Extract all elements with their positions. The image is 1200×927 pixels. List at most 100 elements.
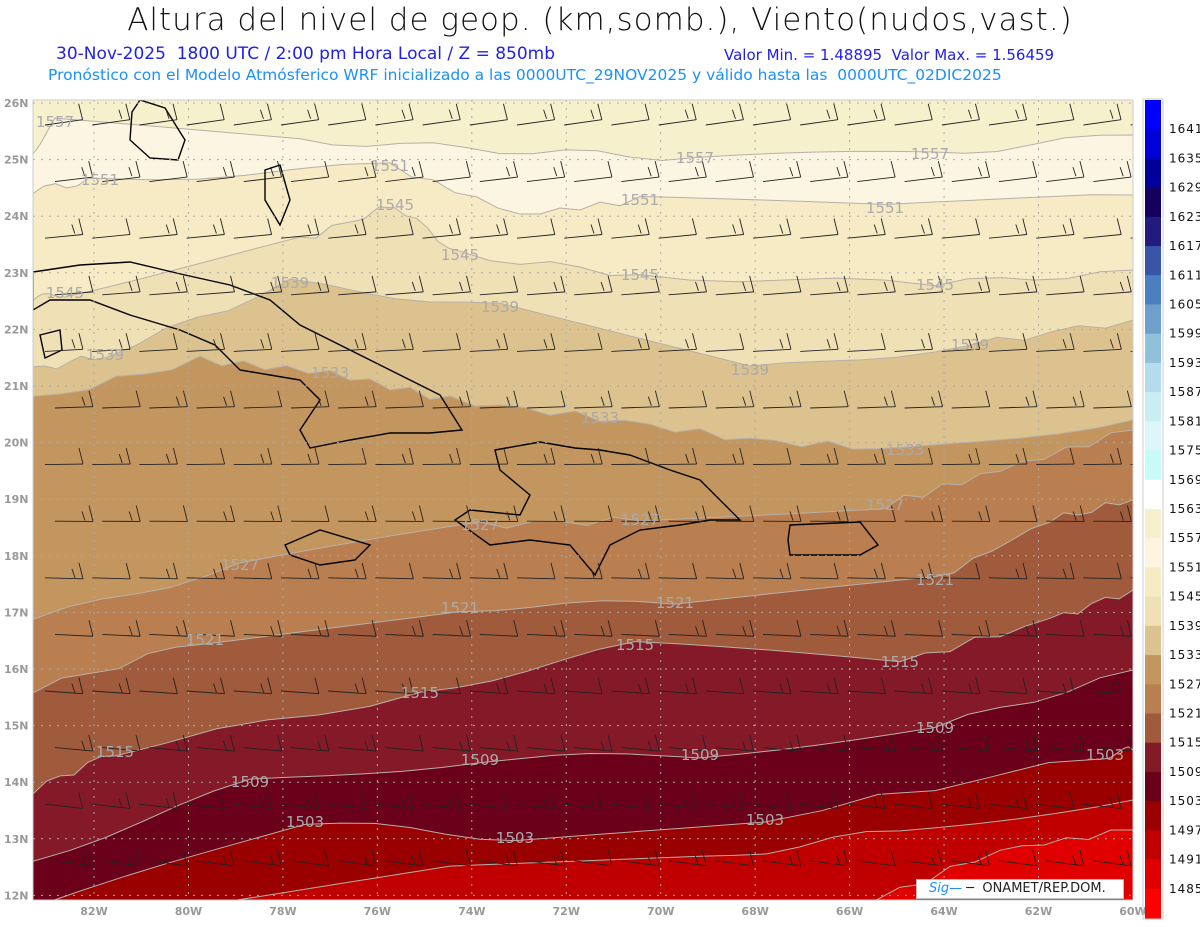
barb-flag xyxy=(125,447,131,465)
barb-staff xyxy=(715,291,754,296)
barb-staff xyxy=(564,577,603,580)
barb-flag xyxy=(401,109,406,119)
barb-flag xyxy=(409,907,413,923)
barb-staff xyxy=(715,633,754,637)
barb-flag xyxy=(1167,282,1170,291)
wind-barb xyxy=(574,160,613,183)
wind-barb xyxy=(998,849,1038,867)
wind-barb xyxy=(516,218,556,239)
wind-barb xyxy=(1093,275,1132,296)
barb-staff xyxy=(621,406,660,409)
wind-barb xyxy=(904,275,943,296)
wind-barb xyxy=(1036,333,1075,352)
barb-staff xyxy=(44,119,83,126)
barb-flag xyxy=(267,333,273,350)
barb-flag xyxy=(267,792,272,809)
barb-staff xyxy=(941,234,980,239)
wind-barb xyxy=(1046,275,1085,296)
barb-staff xyxy=(857,406,896,409)
barb-flag xyxy=(128,626,133,636)
barb-flag xyxy=(513,849,518,866)
barb-flag xyxy=(968,798,972,808)
wind-barb xyxy=(998,160,1038,183)
barb-flag xyxy=(787,907,791,923)
barb-staff xyxy=(762,291,801,296)
barb-staff xyxy=(611,234,650,239)
wind-barb xyxy=(479,160,518,183)
barb-staff xyxy=(139,577,178,580)
barb-flag xyxy=(779,568,784,579)
wind-barb xyxy=(479,734,519,752)
model-info: Pronóstico con el Modelo Atmósferico WRF… xyxy=(48,66,1002,84)
barb-flag xyxy=(175,281,180,292)
barb-staff xyxy=(715,860,754,867)
barb-flag xyxy=(654,275,660,292)
barb-staff xyxy=(951,860,990,867)
coastlines xyxy=(33,100,880,577)
wind-barb xyxy=(196,390,236,409)
barb-flag xyxy=(456,447,462,465)
barb-flag xyxy=(1165,448,1169,464)
barb-staff xyxy=(92,690,131,695)
barb-staff xyxy=(196,291,235,296)
wind-barb xyxy=(54,620,94,637)
barb-flag xyxy=(921,339,925,349)
wind-barb xyxy=(432,734,471,752)
wind-barb xyxy=(1046,160,1085,183)
barb-flag xyxy=(789,166,794,177)
barb-flag xyxy=(1032,390,1038,407)
barb-flag xyxy=(684,109,689,119)
barb-staff xyxy=(847,690,886,695)
contour-label: 1557 xyxy=(36,113,74,131)
barb-flag xyxy=(685,453,690,464)
barb-flag xyxy=(277,160,282,178)
barb-flag xyxy=(459,281,463,292)
barb-staff xyxy=(280,119,319,126)
barb-flag xyxy=(1109,339,1114,349)
barb-flag xyxy=(644,562,650,579)
wind-barb xyxy=(338,390,377,409)
barb-staff xyxy=(516,234,555,239)
wind-barb xyxy=(810,734,849,752)
wind-barb xyxy=(422,103,461,126)
wind-barb xyxy=(139,333,178,352)
barb-flag xyxy=(927,218,933,235)
barb-staff xyxy=(45,917,83,923)
wind-barb xyxy=(941,333,981,352)
barb-staff xyxy=(1036,234,1075,239)
barb-staff xyxy=(941,348,980,352)
wind-barb xyxy=(196,275,235,296)
barb-flag xyxy=(364,855,369,865)
colorbar-label: 1557 xyxy=(1169,531,1200,545)
barb-flag xyxy=(1079,505,1085,522)
barb-flag xyxy=(172,447,178,465)
barb-flag xyxy=(644,447,650,465)
barb-staff xyxy=(290,747,329,752)
barb-flag xyxy=(938,505,944,522)
barb-flag xyxy=(928,447,934,465)
wind-barb xyxy=(432,849,471,867)
barb-flag xyxy=(455,103,461,120)
contour-label: 1527 xyxy=(221,556,259,574)
wind-barb xyxy=(243,275,283,296)
barb-staff xyxy=(526,633,565,637)
barb-flag xyxy=(694,166,699,177)
barb-flag xyxy=(826,453,831,464)
wind-barb xyxy=(564,677,603,695)
contour-label: 1521 xyxy=(441,599,479,617)
barb-staff xyxy=(54,633,93,637)
barb-flag xyxy=(459,626,463,636)
wind-barb xyxy=(621,275,660,296)
barb-staff xyxy=(988,690,1027,695)
contour-labels: 1557 1557 1557 1551 1551 1551 1551 1545 1545 1545… xyxy=(36,113,1124,847)
barb-flag xyxy=(449,568,454,579)
coastline-cuba xyxy=(33,261,464,449)
barb-flag xyxy=(881,907,885,923)
barb-flag xyxy=(873,568,878,579)
wind-barb xyxy=(762,849,802,867)
barb-flag xyxy=(1116,677,1122,694)
barb-flag xyxy=(88,734,94,752)
wind-barb xyxy=(857,390,896,409)
barb-staff xyxy=(233,690,272,695)
